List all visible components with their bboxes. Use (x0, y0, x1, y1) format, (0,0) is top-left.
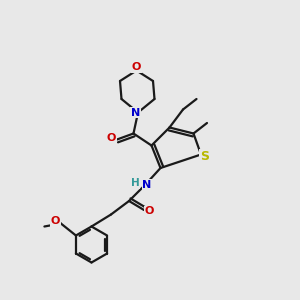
Text: O: O (132, 62, 141, 73)
Text: S: S (200, 149, 209, 163)
Text: O: O (107, 133, 116, 143)
Text: O: O (51, 216, 60, 226)
Text: N: N (131, 107, 140, 118)
Text: N: N (142, 179, 152, 190)
Text: O: O (145, 206, 154, 217)
Text: H: H (130, 178, 140, 188)
